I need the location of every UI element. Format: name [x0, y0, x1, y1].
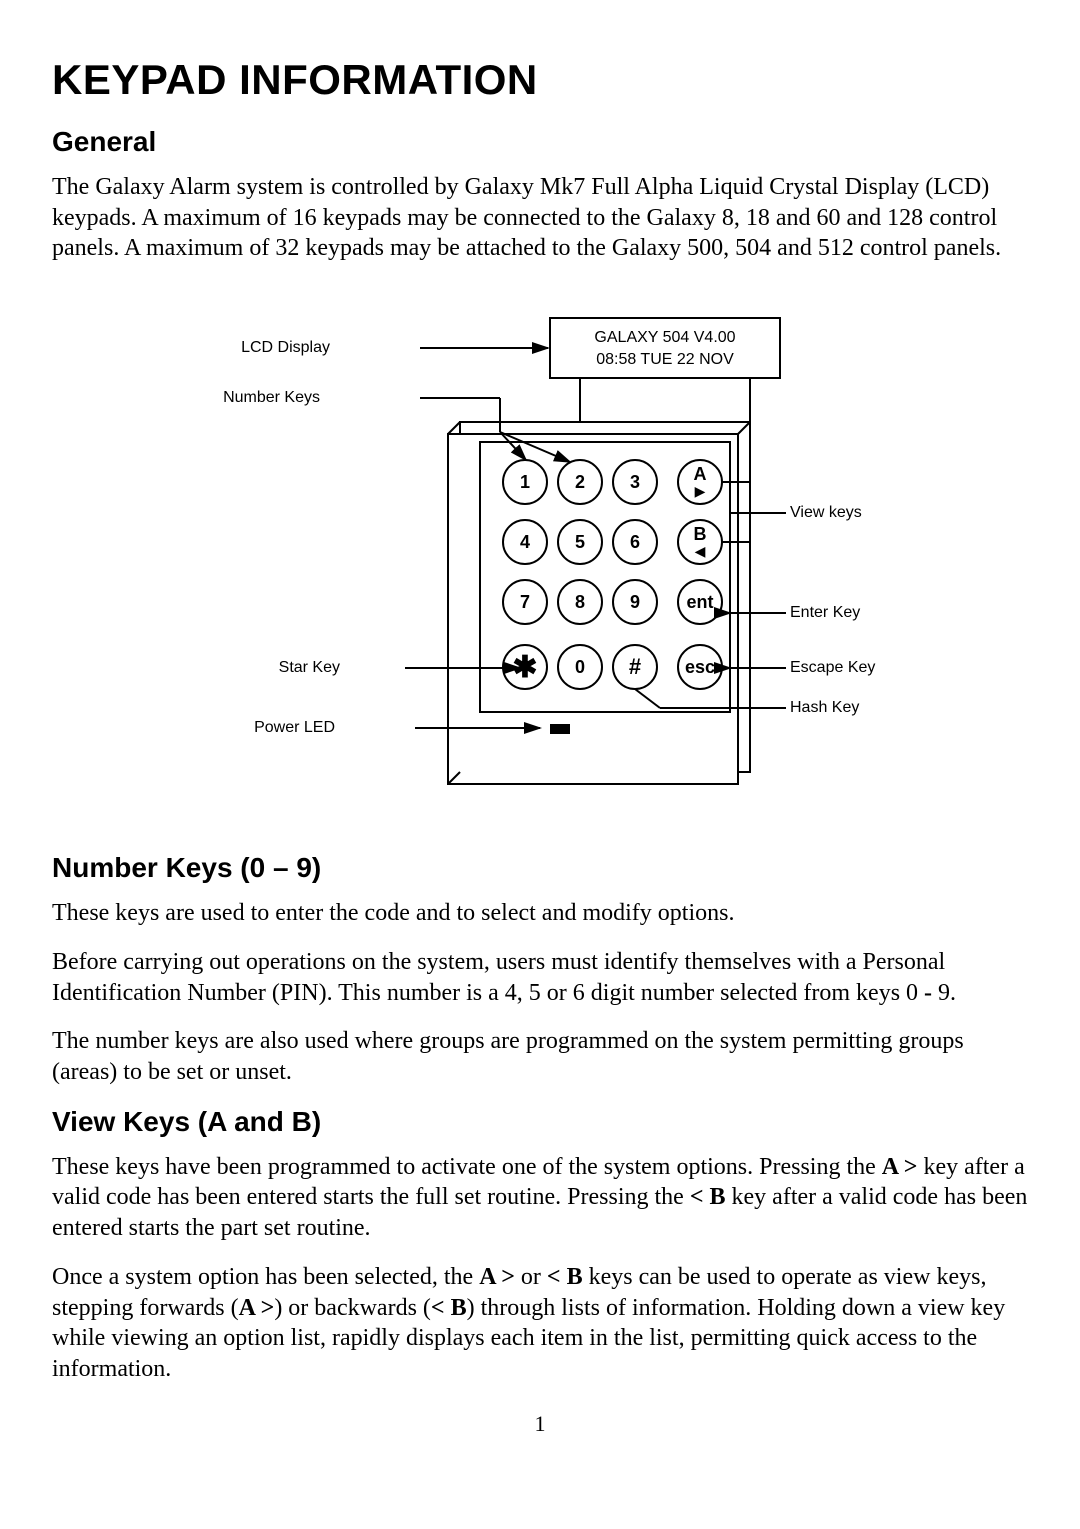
svg-text:▶: ▶	[695, 483, 706, 499]
text: 9.	[932, 980, 956, 1006]
svg-text:ent: ent	[687, 592, 714, 612]
svg-text:LCD Display: LCD Display	[241, 339, 330, 356]
general-para1: The Galaxy Alarm system is controlled by…	[52, 172, 1028, 264]
svg-text:4: 4	[520, 532, 530, 552]
number-keys-para1: These keys are used to enter the code an…	[52, 898, 1028, 929]
svg-text:8: 8	[575, 592, 585, 612]
svg-text:Escape Key: Escape Key	[790, 659, 875, 676]
key-b: < B	[547, 1264, 583, 1290]
svg-text:Enter Key: Enter Key	[790, 604, 860, 621]
number-keys-para3: The number keys are also used where grou…	[52, 1026, 1028, 1087]
svg-text:View keys: View keys	[790, 504, 862, 521]
svg-text:2: 2	[575, 472, 585, 492]
svg-text:#: #	[629, 654, 641, 679]
svg-text:08:58 TUE 22 NOV: 08:58 TUE 22 NOV	[596, 351, 734, 368]
bold-dash: -	[924, 980, 932, 1006]
svg-text:esc: esc	[685, 657, 715, 677]
svg-text:Hash Key: Hash Key	[790, 699, 859, 716]
text: Once a system option has been selected, …	[52, 1264, 479, 1290]
text: or	[515, 1264, 547, 1290]
page-number: 1	[52, 1411, 1028, 1437]
svg-text:5: 5	[575, 532, 585, 552]
key-b: < B	[690, 1184, 726, 1210]
svg-text:GALAXY 504 V4.00: GALAXY 504 V4.00	[594, 329, 735, 346]
svg-text:A: A	[694, 464, 707, 484]
view-keys-para2: Once a system option has been selected, …	[52, 1262, 1028, 1385]
svg-text:3: 3	[630, 472, 640, 492]
svg-text:Power LED: Power LED	[254, 719, 335, 736]
svg-text:Number Keys: Number Keys	[223, 389, 320, 406]
svg-text:7: 7	[520, 592, 530, 612]
svg-text:Star Key: Star Key	[279, 659, 340, 676]
text: These keys have been programmed to activ…	[52, 1154, 882, 1180]
keypad-diagram-wrap: GALAXY 504 V4.00 08:58 TUE 22 NOV 1 2 3 A▶ 4 5 6…	[52, 282, 1028, 822]
number-keys-para2: Before carrying out operations on the sy…	[52, 947, 1028, 1008]
svg-text:0: 0	[575, 657, 585, 677]
svg-text:◀: ◀	[695, 543, 706, 559]
text: Before carrying out operations on the sy…	[52, 949, 945, 1006]
key-a: A >	[479, 1264, 515, 1290]
section-heading-general: General	[52, 126, 1028, 158]
text: ) or backwards (	[274, 1295, 431, 1321]
keypad-diagram: GALAXY 504 V4.00 08:58 TUE 22 NOV 1 2 3 A▶ 4 5 6…	[190, 282, 890, 822]
key-b: < B	[431, 1295, 467, 1321]
key-a: A >	[882, 1154, 918, 1180]
svg-text:6: 6	[630, 532, 640, 552]
page-title: KEYPAD INFORMATION	[52, 56, 1028, 104]
section-heading-view-keys: View Keys (A and B)	[52, 1106, 1028, 1138]
section-heading-number-keys: Number Keys (0 – 9)	[52, 852, 1028, 884]
view-keys-para1: These keys have been programmed to activ…	[52, 1152, 1028, 1244]
key-a: A >	[239, 1295, 275, 1321]
svg-text:9: 9	[630, 592, 640, 612]
svg-text:B: B	[694, 524, 707, 544]
svg-text:1: 1	[520, 472, 530, 492]
